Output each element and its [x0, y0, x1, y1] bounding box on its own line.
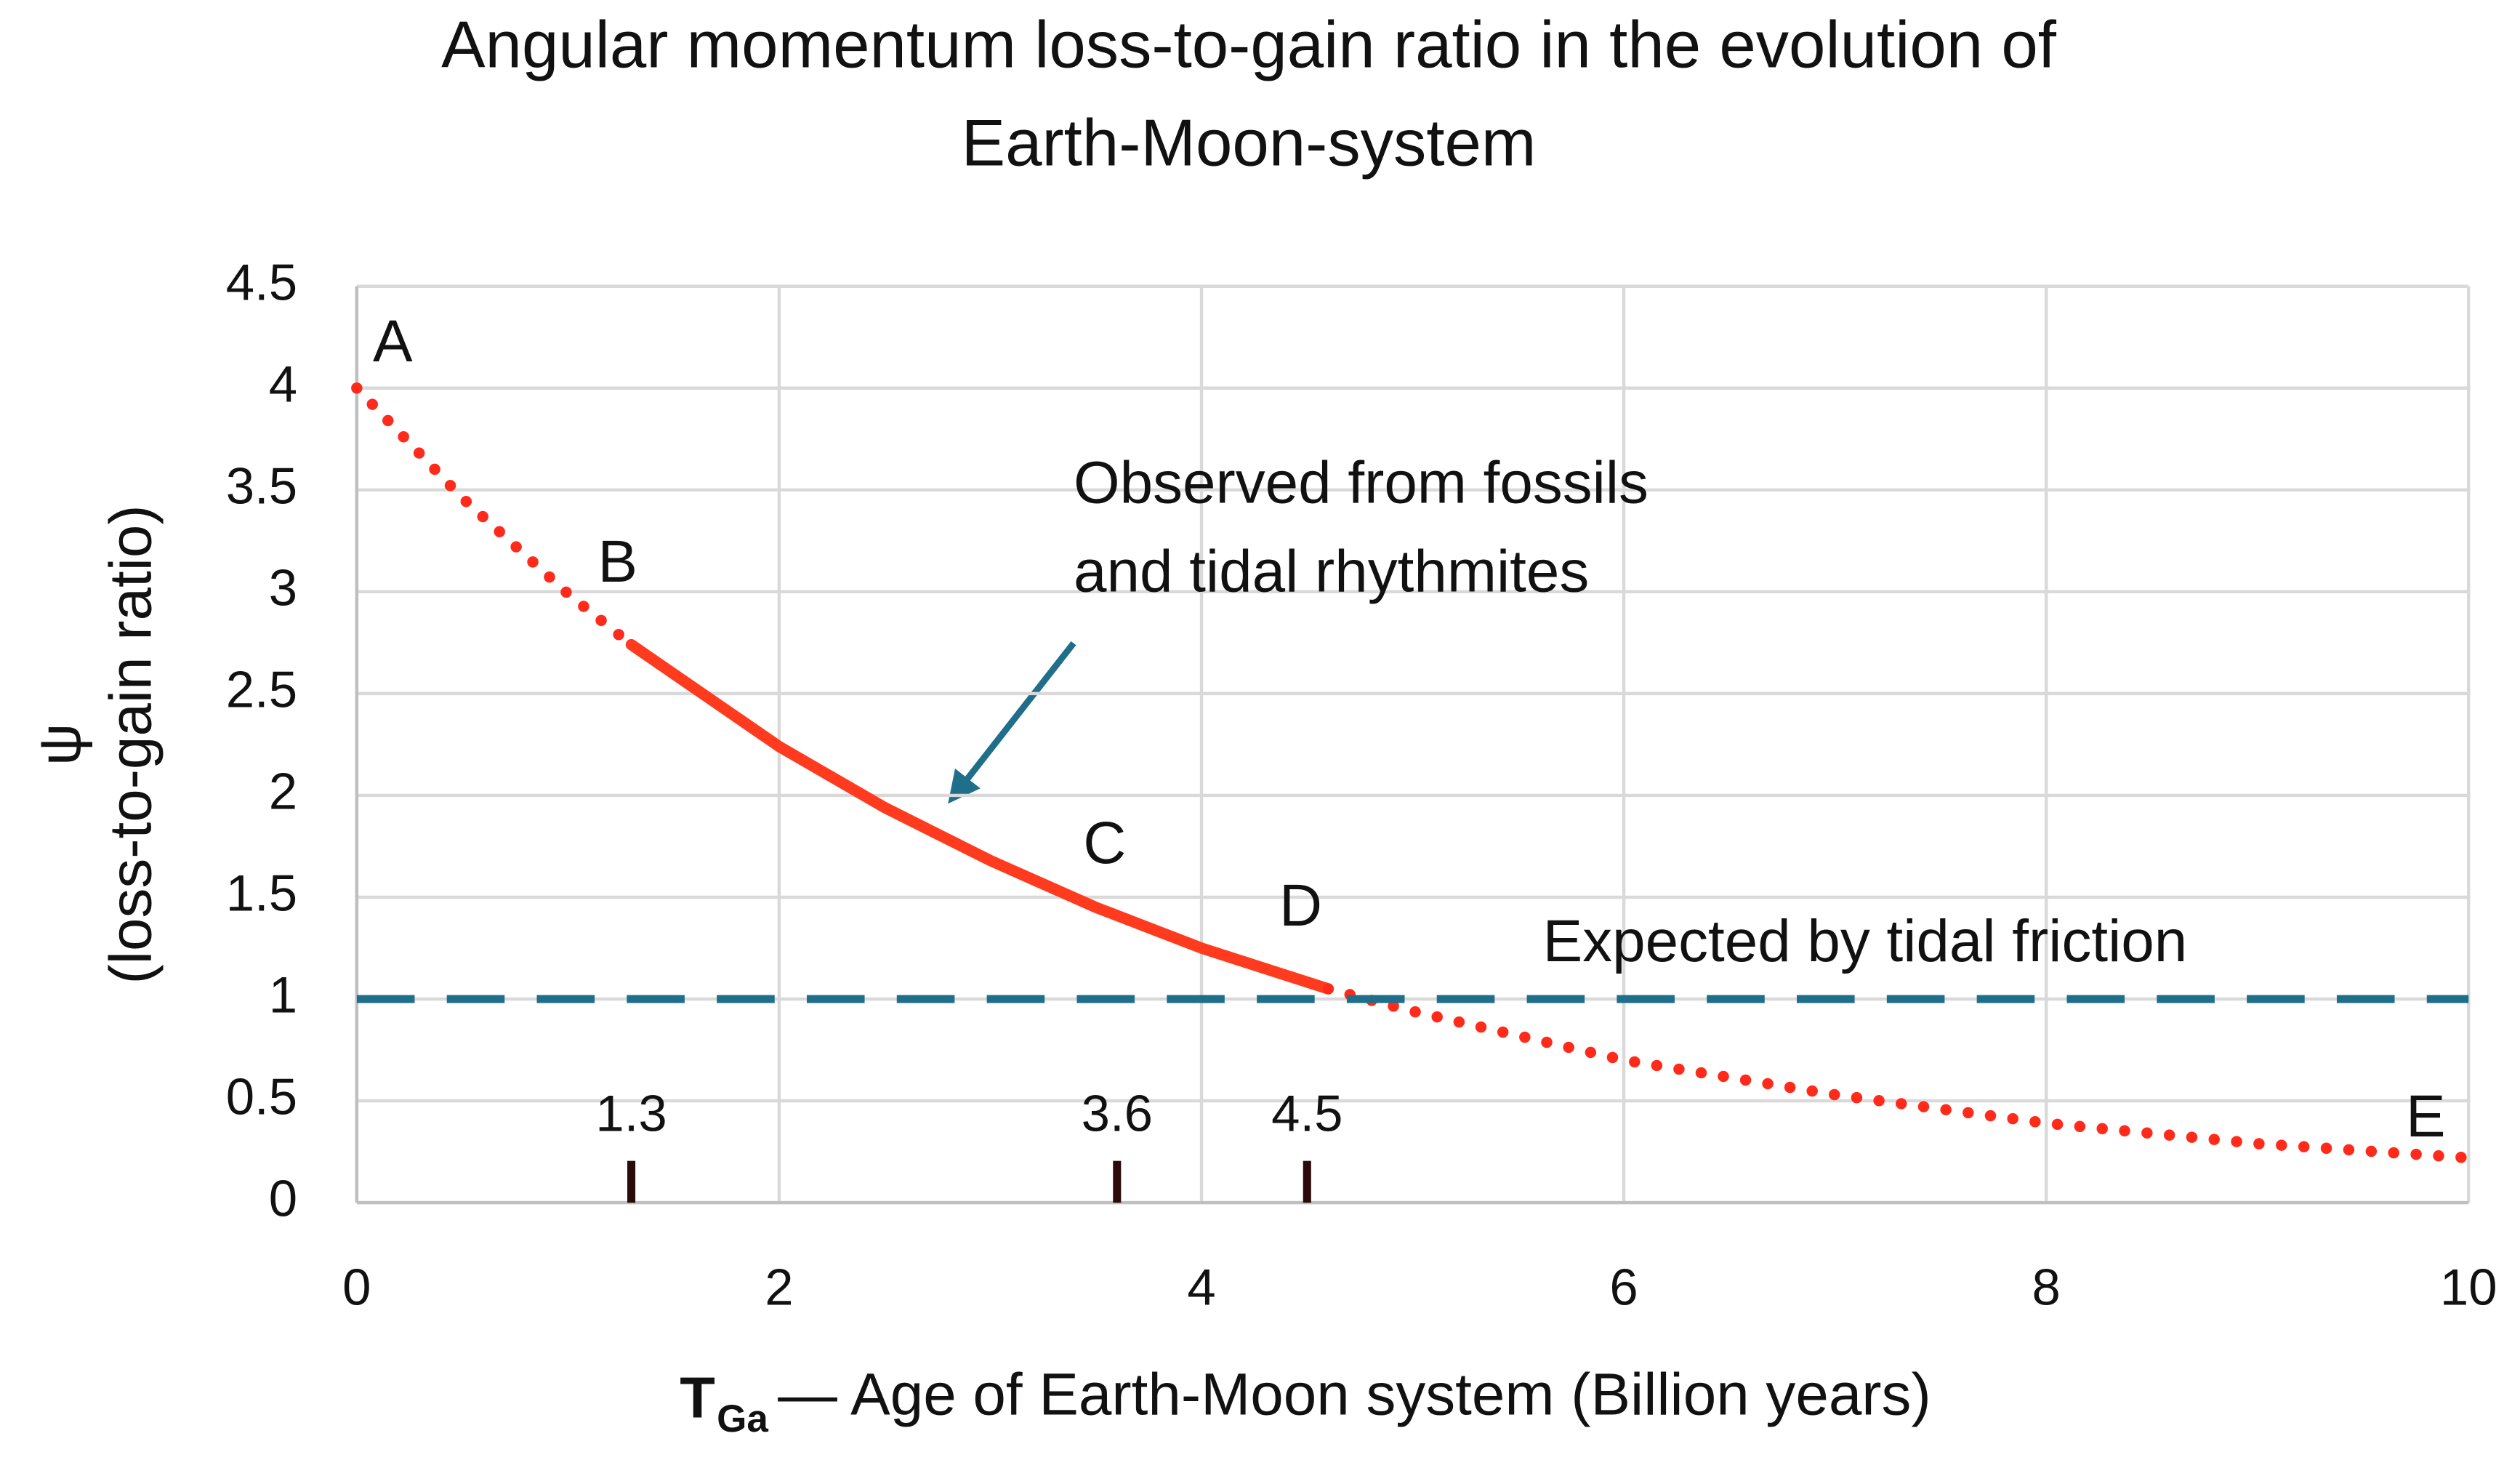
y-axis-title: (loss-to-gain ratio): [97, 505, 164, 984]
age-marker-label: 4.5: [1271, 1085, 1342, 1142]
y-tick-label: 1.5: [226, 865, 297, 922]
point-label: A: [373, 308, 413, 374]
y-tick-label: 4: [269, 355, 297, 412]
x-tick-label: 0: [342, 1258, 371, 1315]
age-marker-label: 1.3: [595, 1085, 667, 1142]
x-axis-symbol: T: [680, 1365, 715, 1429]
x-tick-label: 4: [1187, 1258, 1215, 1315]
y-tick-label: 3.5: [226, 457, 297, 514]
y-tick-label: 4.5: [226, 253, 297, 310]
series-line: [1322, 983, 2474, 1164]
point-label: C: [1083, 810, 1126, 876]
y-tick-label: 0: [269, 1170, 297, 1227]
annotation: Expected by tidal friction: [1543, 908, 2188, 974]
x-axis-subscript: Ga: [717, 1397, 768, 1440]
annotation: and tidal rhythmites: [1074, 538, 1589, 604]
point-label: B: [598, 529, 638, 595]
chart-title: Earth-Moon-system: [962, 107, 1537, 180]
age-marker-label: 3.6: [1082, 1085, 1153, 1142]
x-tick-label: 2: [765, 1258, 793, 1315]
x-tick-label: 10: [2440, 1258, 2497, 1315]
x-axis-title: — Age of Earth-Moon system (Billion year…: [778, 1361, 1931, 1427]
annotation: Observed from fossils: [1074, 450, 1649, 516]
series-line: [625, 638, 1335, 995]
x-tick-label: 8: [2032, 1258, 2060, 1315]
point-label: E: [2406, 1083, 2446, 1150]
series-line: [351, 382, 637, 651]
y-tick-label: 3: [269, 559, 297, 617]
point-label: D: [1279, 873, 1322, 939]
y-tick-label: 1: [269, 966, 297, 1024]
y-tick-label: 0.5: [226, 1068, 297, 1126]
x-tick-label: 6: [1609, 1258, 1638, 1315]
y-tick-label: 2: [269, 763, 297, 820]
y-axis-label: ψ (loss-to-gain ratio): [27, 505, 164, 984]
y-axis-symbol: ψ: [27, 723, 93, 766]
annotation-arrow: [948, 641, 1076, 804]
y-tick-label: 2.5: [226, 661, 297, 718]
chart-title: Angular momentum loss-to-gain ratio in t…: [441, 9, 2057, 82]
